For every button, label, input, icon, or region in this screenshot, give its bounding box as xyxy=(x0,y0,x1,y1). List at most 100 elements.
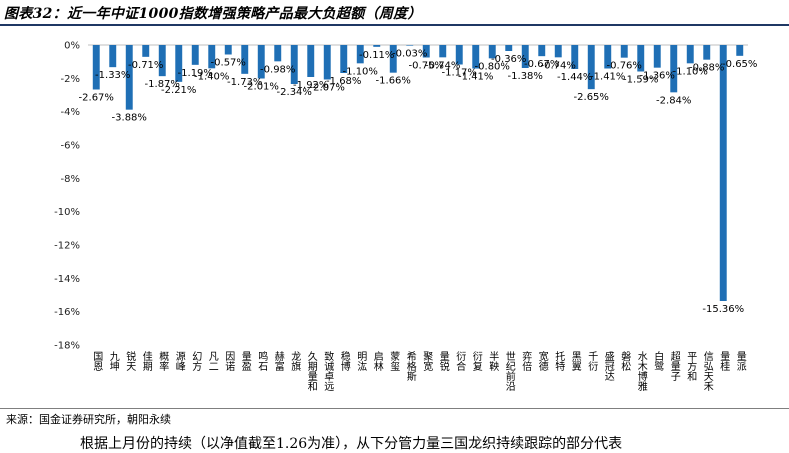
y-axis: 0% -2% -4% -6% -8% -10% -12% -14% -16% -18% xyxy=(54,41,80,352)
source-note: 来源：国金证券研究所，朝阳永续 xyxy=(6,413,171,426)
value-labels: -2.67% -1.33% -3.88% -0.71% -1.87%-2.21% -1.1… xyxy=(79,49,758,316)
bar-value-label: -0.11% xyxy=(359,50,394,61)
category-label: 信弘天禾 xyxy=(701,351,713,392)
bar-value-label: -0.36% xyxy=(491,54,526,65)
bar-value-label: -0.03% xyxy=(392,49,427,60)
bar-value-label: -1.41% xyxy=(590,72,625,83)
bar-value-label: -1.10% xyxy=(673,66,708,77)
category-label: 半鞅 xyxy=(487,350,499,372)
bar xyxy=(620,45,628,58)
category-label: 宽德 xyxy=(536,350,548,372)
bar xyxy=(109,45,117,68)
bar-series xyxy=(92,45,744,301)
category-label: 鸣石 xyxy=(256,350,268,371)
category-label: 赫富 xyxy=(272,351,284,372)
bar-value-label: -1.68% xyxy=(326,76,361,87)
bar xyxy=(686,45,694,64)
bar-value-label: -0.65% xyxy=(722,59,757,70)
bar xyxy=(505,45,513,51)
bar-value-label: -1.17% xyxy=(442,68,477,79)
bar xyxy=(142,45,150,57)
bar-value-label: -1.66% xyxy=(376,76,411,87)
bar-value-label: -3.88% xyxy=(112,113,147,124)
y-tick-label: -16% xyxy=(54,307,80,318)
category-label: 弈倍 xyxy=(520,350,532,372)
bar-value-label: -1.40% xyxy=(194,71,229,82)
bar-value-label: -2.84% xyxy=(656,95,691,106)
bar xyxy=(307,45,315,77)
title-rule xyxy=(0,24,789,26)
bar-value-label: -1.38% xyxy=(508,71,543,82)
bar xyxy=(208,45,216,69)
bar-value-label: -0.71% xyxy=(128,60,163,71)
bar-value-label: -0.67% xyxy=(524,59,559,70)
y-tick-label: -14% xyxy=(54,274,80,285)
category-label: 盛冠达 xyxy=(602,350,614,381)
bar-value-label: -2.67% xyxy=(79,93,114,104)
bar xyxy=(571,45,579,69)
bar-value-label: -2.65% xyxy=(574,92,609,103)
bar-value-label: -1.41% xyxy=(458,72,493,83)
bar-value-label: -0.80% xyxy=(475,61,510,72)
category-label: 锐天 xyxy=(124,350,136,372)
category-label: 幻方 xyxy=(190,350,202,372)
category-label: 启林 xyxy=(371,350,383,372)
bar xyxy=(587,45,595,90)
category-label: 致诚卓远 xyxy=(322,350,334,392)
source-rule xyxy=(0,408,789,409)
bar xyxy=(356,45,364,64)
bar xyxy=(290,45,298,84)
category-label: 佳期 xyxy=(140,350,152,372)
y-tick-label: -8% xyxy=(61,174,80,185)
bar xyxy=(538,45,546,57)
bar xyxy=(389,45,397,73)
category-label: 量桂 xyxy=(718,351,730,372)
category-labels: 国恩 九坤 锐天 佳期 概率 源峰 幻方 凡二 因诺 量盈 鸣石 赫富 龙旗 久期量和 致诚卓远 稳博 明汯 启林… xyxy=(91,350,747,392)
bar-value-label: -1.44% xyxy=(557,72,592,83)
category-label: 凡二 xyxy=(206,351,218,371)
category-label: 久期量和 xyxy=(305,351,317,392)
y-tick-label: 0% xyxy=(64,41,80,52)
bar xyxy=(670,45,678,93)
bar xyxy=(521,45,529,68)
bar-value-label: -2.07% xyxy=(310,83,345,94)
category-label: 托特 xyxy=(553,350,565,371)
bar xyxy=(340,45,348,73)
y-tick-label: -18% xyxy=(54,341,80,352)
bar xyxy=(175,45,183,82)
y-tick-label: -6% xyxy=(61,141,80,152)
bar-value-label: -1.33% xyxy=(95,70,130,81)
category-label: 稳博 xyxy=(338,350,350,372)
bar xyxy=(158,45,166,77)
category-label: 量盈 xyxy=(239,351,251,371)
bar xyxy=(241,45,249,74)
y-tick-label: -4% xyxy=(61,107,80,118)
category-label: 白鹭 xyxy=(652,350,664,372)
bar-value-label: -1.73% xyxy=(227,77,262,88)
category-label: 蒙玺 xyxy=(388,350,400,371)
body-text: 根据上月份的持续（以净值截至1.26为准），从下分管力量三国龙织持续跟踪的部分代… xyxy=(80,436,623,452)
bar-value-label: -2.01% xyxy=(244,82,279,93)
category-label: 衍复 xyxy=(470,350,482,372)
bar-value-label: -1.87% xyxy=(145,79,180,90)
bar-value-label: -1.59% xyxy=(623,75,658,86)
bar xyxy=(604,45,612,69)
bar xyxy=(373,45,381,47)
bar xyxy=(703,45,711,60)
bar-value-label: -0.76% xyxy=(607,61,642,72)
category-label: 磐松 xyxy=(619,350,631,372)
category-label: 明汯 xyxy=(355,351,367,372)
category-label: 概率 xyxy=(157,350,169,372)
category-label: 水木博雅 xyxy=(635,351,647,392)
bar xyxy=(422,45,430,58)
bar xyxy=(719,45,727,301)
category-label: 超量子 xyxy=(668,350,680,381)
y-tick-label: -12% xyxy=(54,241,80,252)
category-label: 源峰 xyxy=(173,350,185,371)
bar-chart: 0% -2% -4% -6% -8% -10% -12% -14% -16% -18% -2.67… xyxy=(54,41,758,392)
bar-value-label: -0.74% xyxy=(425,60,460,71)
category-label: 衍合 xyxy=(454,350,466,372)
category-label: 国恩 xyxy=(91,351,103,371)
category-label: 希格斯 xyxy=(404,350,416,382)
bar xyxy=(224,45,232,55)
